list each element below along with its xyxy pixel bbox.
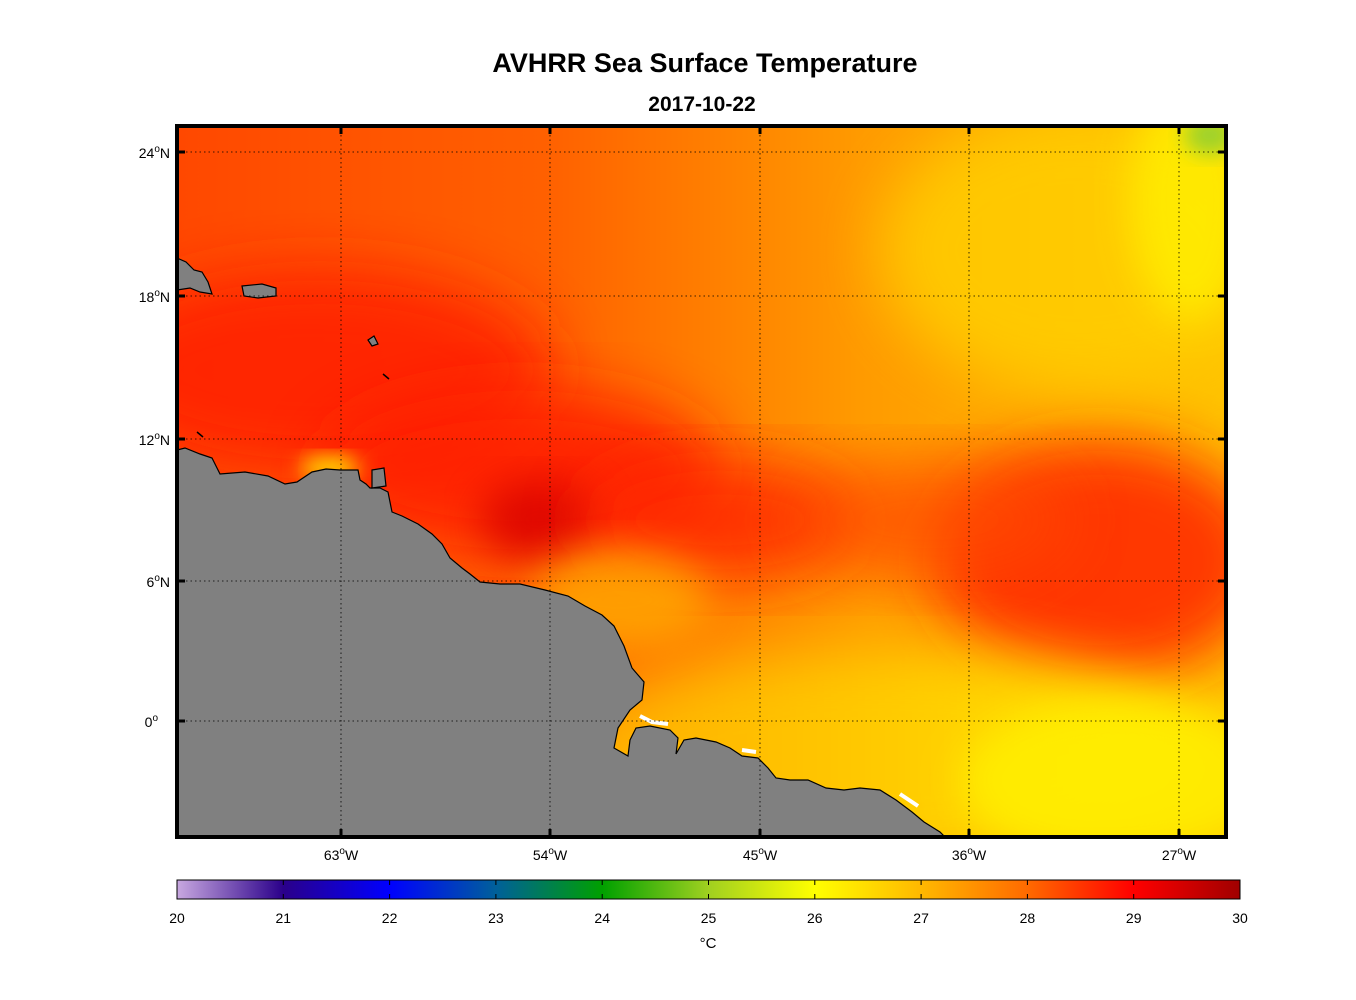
colorbar-tick-label: 29 — [1126, 910, 1142, 926]
colorbar-unit-label: °C — [700, 935, 717, 952]
sst-hot-core — [480, 480, 600, 560]
lat-label: 24oN — [139, 144, 170, 161]
sst-warm-mid — [580, 460, 860, 580]
lat-label: 18oN — [139, 288, 170, 305]
barbados-island — [382, 373, 390, 380]
south-america-land — [177, 447, 946, 837]
longitude-labels: 63oW 54oW 45oW 36oW 27oW — [324, 846, 1197, 863]
sst-cool-se — [960, 700, 1226, 837]
lon-label: 45oW — [743, 846, 778, 863]
lon-label: 54oW — [533, 846, 568, 863]
trinidad-island — [371, 467, 387, 489]
latitude-labels: 24oN 18oN 12oN 6oN 0o — [139, 144, 170, 730]
colorbar-tick-label: 21 — [276, 910, 292, 926]
colorbar-tick-label: 20 — [169, 910, 185, 926]
colorbar-tick-label: 25 — [701, 910, 717, 926]
colorbar-tick-label: 30 — [1232, 910, 1248, 926]
lon-label: 27oW — [1162, 846, 1197, 863]
hispaniola-land — [177, 257, 213, 295]
lon-label: 36oW — [952, 846, 987, 863]
colorbar-ticks: 20 21 22 23 24 25 26 27 28 29 30 — [169, 880, 1248, 926]
chart-title: AVHRR Sea Surface Temperature — [492, 48, 918, 78]
map-frame-ticks — [175, 124, 1228, 839]
lat-label: 12oN — [139, 431, 170, 448]
grenada-island — [196, 431, 204, 438]
colorbar-tick-label: 27 — [913, 910, 929, 926]
colorbar: 20 21 22 23 24 25 26 27 28 29 30 °C — [169, 879, 1248, 952]
coastal-mask-fringe — [639, 714, 920, 808]
colorbar-tick-label: 23 — [488, 910, 504, 926]
colorbar-tick-label: 26 — [807, 910, 823, 926]
map-frame — [175, 124, 1228, 839]
colorbar-tick-label: 28 — [1020, 910, 1036, 926]
lat-label: 0o — [145, 713, 159, 730]
colorbar-tick-label: 22 — [382, 910, 398, 926]
chart-subtitle: 2017-10-22 — [648, 93, 756, 116]
sst-warm-east2 — [790, 460, 1070, 580]
lat-label: 6oN — [147, 573, 170, 590]
guadeloupe-island — [367, 335, 379, 347]
sst-cool-corner — [1184, 126, 1226, 155]
colorbar-tick-label: 24 — [594, 910, 610, 926]
sst-field — [177, 126, 1226, 837]
lon-label: 63oW — [324, 846, 359, 863]
sst-cool-ne2 — [1130, 126, 1226, 320]
map-graticule — [177, 126, 1226, 837]
